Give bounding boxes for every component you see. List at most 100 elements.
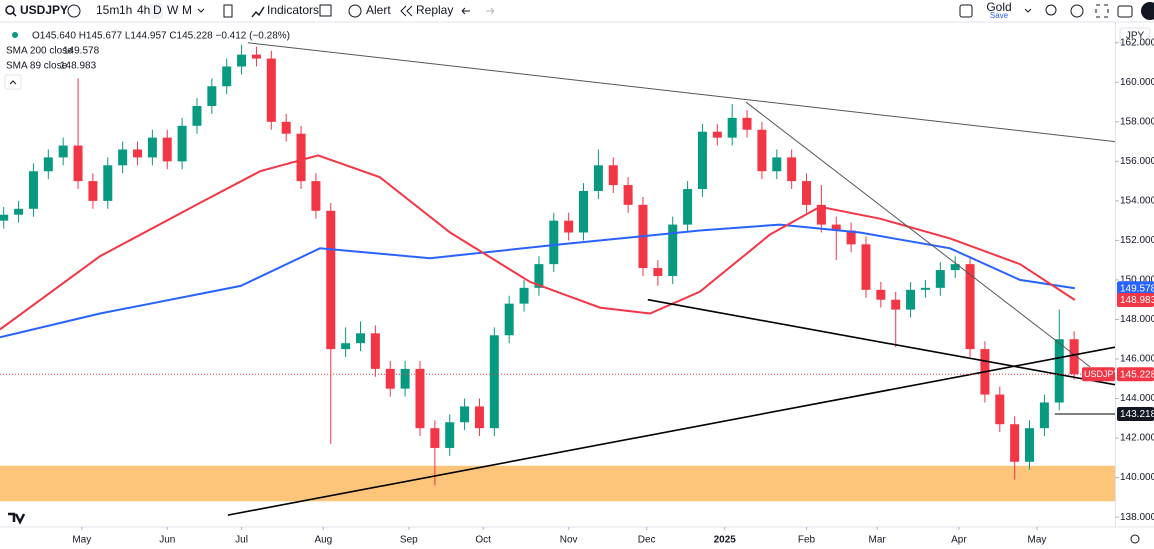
- candle-body: [430, 428, 440, 448]
- candle-body: [162, 137, 172, 162]
- x-tick-label: May: [72, 535, 91, 546]
- profile[interactable]: [1141, 2, 1154, 20]
- search-icon: [12, 12, 17, 17]
- settings-icon[interactable]: [1070, 4, 1084, 18]
- candle-body: [133, 149, 143, 158]
- axis-settings[interactable]: [1130, 534, 1140, 544]
- sma-line: [0, 223, 1076, 339]
- sma-price-tag-bg: [1117, 293, 1154, 308]
- candle-body: [489, 335, 499, 429]
- x-tick-label: Feb: [798, 535, 816, 546]
- snapshot-icon[interactable]: [1117, 5, 1133, 18]
- candle-body: [266, 58, 276, 122]
- y-tick-label: 144.000: [1120, 393, 1154, 404]
- alert-icon[interactable]: [348, 4, 362, 18]
- candle-body: [891, 299, 901, 310]
- y-tick-label: 138.000: [1120, 512, 1154, 523]
- layout-icon[interactable]: [959, 4, 973, 18]
- level-tag: 143.218: [1120, 409, 1154, 420]
- sma-price-tag-bg: [1117, 281, 1154, 296]
- interval[interactable]: D: [153, 3, 162, 17]
- legend-value: 148.983: [60, 61, 97, 72]
- candle-body: [712, 131, 722, 138]
- search-icon[interactable]: [5, 5, 15, 15]
- candle-body: [861, 244, 871, 290]
- candle-body: [504, 303, 514, 336]
- fullscreen-icon[interactable]: [1095, 4, 1109, 18]
- x-tick-label: Jun: [159, 535, 175, 546]
- candle-body: [846, 230, 856, 245]
- candle-body: [296, 133, 306, 182]
- currency-box[interactable]: [1119, 27, 1151, 45]
- indicators-button[interactable]: Indicators: [267, 3, 319, 17]
- symbol[interactable]: USDJPY: [20, 3, 68, 17]
- alert-button[interactable]: Alert: [366, 3, 391, 17]
- save-button[interactable]: Save: [990, 11, 1009, 20]
- candle-body: [787, 157, 797, 182]
- candle-body: [816, 204, 826, 225]
- dropdown[interactable]: [197, 8, 205, 13]
- x-tick-label: Sep: [400, 535, 418, 546]
- interval[interactable]: 15m: [96, 3, 119, 17]
- x-tick-label: 2025: [714, 535, 737, 546]
- candle-body: [28, 171, 38, 209]
- collapse-legend[interactable]: [4, 74, 22, 90]
- dropdown[interactable]: [1024, 8, 1032, 13]
- templates-icon[interactable]: [319, 4, 332, 17]
- y-tick-label: 142.000: [1120, 433, 1154, 444]
- candle-body: [311, 181, 321, 211]
- candle-body: [1039, 402, 1049, 429]
- interval[interactable]: 4h: [137, 3, 150, 17]
- undo[interactable]: [461, 7, 470, 15]
- trendline: [745, 101, 1091, 368]
- y-tick-label: 156.000: [1120, 156, 1154, 167]
- replay-icon[interactable]: [400, 5, 413, 17]
- candle-body: [58, 145, 68, 158]
- x-tick-label: Apr: [951, 535, 967, 546]
- plot-area: [0, 42, 1115, 516]
- ohlc-legend: O145.640 H145.677 L144.957 C145.228 −0.4…: [32, 31, 290, 42]
- y-tick-label: 160.000: [1120, 77, 1154, 88]
- candle-body: [534, 264, 544, 288]
- candle-body: [177, 125, 187, 162]
- candle-body: [965, 264, 975, 350]
- collapse-icon: [9, 80, 17, 85]
- layout-name[interactable]: Gold: [986, 0, 1011, 14]
- level-tag-bg: [1117, 406, 1154, 421]
- search-icon[interactable]: [1045, 4, 1057, 16]
- currency[interactable]: JPY: [1126, 31, 1145, 42]
- y-tick-label: 148.000: [1120, 314, 1154, 325]
- add-symbol[interactable]: [67, 4, 81, 18]
- candle-body: [1025, 428, 1035, 462]
- candle-body: [400, 368, 410, 389]
- candle-body: [1010, 424, 1020, 462]
- last-price-tag-bg: [1117, 367, 1154, 382]
- candle-body: [802, 181, 812, 205]
- candle-body: [326, 210, 336, 350]
- interval[interactable]: M: [182, 3, 192, 17]
- candle-body: [727, 117, 737, 138]
- candle-body: [281, 121, 291, 134]
- candle-body: [207, 86, 217, 107]
- last-price-tag: 145.228: [1120, 369, 1154, 380]
- replay-button[interactable]: Replay: [416, 3, 453, 17]
- candle-body: [772, 157, 782, 172]
- y-tick-label: 140.000: [1120, 472, 1154, 483]
- interval[interactable]: W: [167, 3, 179, 17]
- candle-body: [519, 287, 529, 304]
- interval[interactable]: 1h: [119, 3, 132, 17]
- chart-type-icon[interactable]: [223, 4, 233, 18]
- candle-body: [14, 208, 24, 215]
- candle-body: [668, 224, 678, 276]
- candle-body: [831, 224, 841, 231]
- legend-name: SMA 89 close: [6, 61, 68, 72]
- candle-body: [1054, 339, 1064, 403]
- x-tick-label: May: [1027, 535, 1046, 546]
- redo[interactable]: [486, 7, 495, 15]
- candle-body: [0, 214, 9, 221]
- indicators-icon[interactable]: [251, 6, 265, 18]
- y-tick-label: 152.000: [1120, 235, 1154, 246]
